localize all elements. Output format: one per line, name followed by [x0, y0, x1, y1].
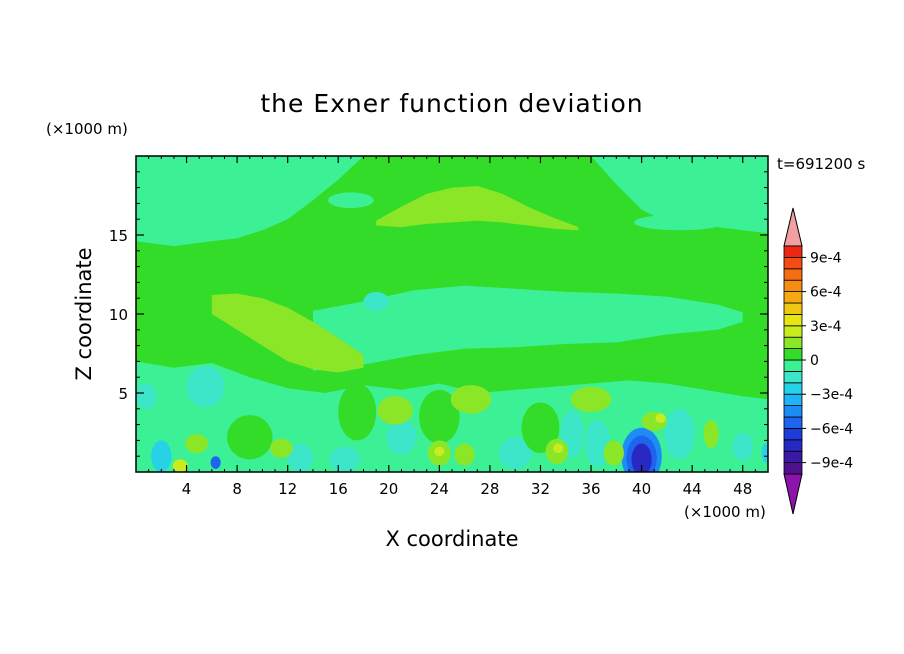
contour-cell-39 [269, 438, 293, 458]
contour-cell-43 [434, 446, 445, 457]
contour-cell-44 [553, 443, 564, 454]
contour-cell-10 [142, 201, 206, 221]
plot-area [136, 156, 768, 472]
colorbar-swatch [783, 279, 803, 293]
colorbar-swatch [783, 256, 803, 270]
colorbar-swatch [783, 268, 803, 281]
x-unit-label: (×1000 m) [684, 503, 766, 521]
contour-cell-17 [498, 437, 532, 469]
y-tick-label: 15 [109, 227, 128, 245]
contour-cell-41 [172, 459, 188, 472]
colorbar-swatch [783, 382, 803, 395]
contour-cell-9 [328, 192, 374, 209]
colorbar-tick-label: 6e-4 [810, 285, 842, 301]
y-unit-label: (×1000 m) [46, 120, 128, 138]
colorbar-swatch [783, 302, 803, 315]
x-tick-label: 12 [278, 480, 297, 498]
colorbar-over-triangle [783, 207, 803, 247]
colorbar: 9e-4 6e-4 3e-4 0 −3e-4 −6e-4 −9e-4 [783, 207, 853, 515]
contour-region-4 [376, 186, 579, 231]
x-tick-label: 48 [733, 480, 752, 498]
contour-cell-19 [329, 446, 360, 472]
contour-cell-8 [363, 291, 389, 311]
contour-cell-46 [761, 443, 768, 463]
contour-region-3 [591, 156, 768, 234]
colorbar-swatch [783, 416, 803, 429]
contour-cell-40 [454, 443, 475, 466]
colorbar-swatch [783, 462, 803, 475]
chart-title: the Exner function deviation [260, 89, 643, 118]
x-tick-label: 16 [329, 480, 348, 498]
colorbar-tick-label: 3e-4 [810, 319, 842, 335]
contour-cell-27 [419, 389, 460, 444]
contour-cell-42 [655, 413, 666, 424]
colorbar-tick-label: 0 [810, 353, 819, 369]
colorbar-swatch [783, 359, 803, 372]
colorbar-swatch [783, 405, 803, 418]
contour-cell-26 [338, 383, 377, 441]
colorbar-swatch [783, 439, 803, 452]
y-tick-label: 10 [109, 306, 128, 324]
contour-cell-23 [631, 443, 652, 472]
contour-cell-25 [210, 456, 221, 469]
x-tick-label: 4 [182, 480, 192, 498]
colorbar-swatch [783, 393, 803, 407]
field-contours [136, 156, 768, 472]
x-tick-label: 24 [430, 480, 449, 498]
colorbar-swatch [783, 348, 803, 361]
contour-cell-32 [377, 396, 413, 425]
contour-cell-36 [603, 440, 624, 466]
colorbar-swatch [783, 370, 803, 384]
contour-cell-28 [521, 402, 560, 454]
contour-cell-33 [185, 434, 209, 454]
colorbar-tick-label: −3e-4 [810, 387, 853, 403]
contour-region-0 [136, 209, 768, 305]
contour-cell-14 [584, 419, 610, 468]
colorbar-under-triangle [783, 473, 803, 515]
time-label: t=691200 s [777, 155, 865, 173]
y-tick-label: 5 [118, 385, 128, 403]
contour-region-5 [312, 285, 743, 371]
contour-cell-13 [136, 383, 157, 409]
contour-cell-30 [450, 385, 492, 414]
y-axis-label: Z coordinate [72, 247, 96, 380]
colorbar-swatch [783, 450, 803, 464]
colorbar-swatch [783, 291, 803, 304]
y-axis: 5 10 15 [109, 171, 768, 457]
contour-region-6 [211, 293, 364, 373]
colorbar-swatch [783, 336, 803, 350]
colorbar-swatch [783, 325, 803, 338]
colorbar-tick-label: −9e-4 [810, 456, 853, 472]
contour-cell-18 [287, 443, 313, 472]
x-tick-label: 44 [683, 480, 702, 498]
contour-region-2 [136, 156, 364, 247]
contour-cell-12 [186, 366, 225, 408]
contour-cell-16 [664, 408, 695, 460]
x-tick-label: 32 [531, 480, 550, 498]
contour-cell-11 [634, 214, 726, 231]
colorbar-swatch [783, 427, 803, 441]
colorbar-tick-label: −6e-4 [810, 421, 853, 437]
contour-cell-20 [386, 419, 417, 455]
contour-cell-31 [570, 386, 612, 412]
x-axis: 4 8 12 16 20 24 28 32 36 40 44 48 [148, 156, 756, 498]
x-tick-label: 36 [581, 480, 600, 498]
contour-cell-45 [732, 432, 753, 461]
contour-cell-29 [227, 415, 273, 460]
x-tick-label: 8 [232, 480, 242, 498]
colorbar-swatch [783, 313, 803, 327]
contour-cell-38 [703, 419, 719, 449]
x-tick-label: 20 [379, 480, 398, 498]
x-tick-label: 40 [632, 480, 651, 498]
contour-cell-24 [151, 440, 172, 472]
x-axis-label: X coordinate [385, 527, 518, 551]
x-tick-label: 28 [480, 480, 499, 498]
colorbar-tick-label: 9e-4 [810, 250, 842, 266]
colorbar-swatch [783, 245, 803, 258]
